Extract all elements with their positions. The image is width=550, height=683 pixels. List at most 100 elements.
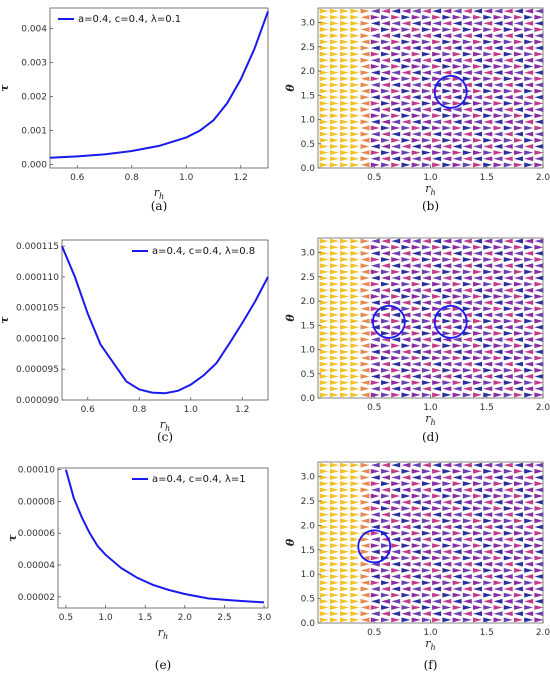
y-axis-label: θ — [284, 314, 297, 322]
panel-caption: (f) — [424, 658, 438, 672]
panel-c: a=0.4, c=0.4, λ=0.8 0.6 0.8 1.0 1.2 0.000090 0… — [0, 239, 269, 444]
plot-frame — [317, 7, 544, 169]
plot-frame — [49, 7, 269, 169]
y-tick-label: 1.0 — [301, 346, 316, 356]
y-tick-label: 0.004 — [21, 24, 47, 34]
x-tick-label: 1.2 — [234, 173, 248, 183]
y-tick-label: 0.5 — [301, 370, 315, 380]
x-tick-label: 2.0 — [536, 628, 550, 638]
y-tick-label: 0.5 — [301, 595, 315, 605]
y-tick-label: 1.5 — [301, 321, 315, 331]
panel-caption: (d) — [422, 430, 439, 444]
y-axis-label: θ — [284, 84, 297, 92]
x-tick-label: 2.0 — [178, 613, 193, 623]
x-axis-label: rh — [425, 182, 435, 197]
y-axis-label: τ — [0, 316, 11, 324]
y-tick-label: 0.5 — [301, 140, 315, 150]
y-axis-label: θ — [284, 538, 297, 546]
y-tick-label: 0.0 — [301, 164, 316, 174]
x-tick-label: 1.0 — [423, 173, 438, 183]
y-tick-label: 0.000105 — [16, 304, 59, 314]
series-line — [61, 245, 269, 395]
zero-point-circle — [357, 529, 392, 564]
x-tick-label: 0.5 — [367, 173, 381, 183]
x-tick-label: 0.5 — [367, 403, 381, 413]
panel-a: a=0.4, c=0.4, λ=0.1 0.6 0.8 1.0 1.2 0.000 0.00… — [0, 7, 269, 213]
plot-frame — [61, 239, 269, 401]
y-tick-label: 1.0 — [301, 570, 316, 580]
zero-point-circle — [433, 304, 468, 339]
y-tick-label: 0.000090 — [16, 396, 59, 406]
x-tick-label: 3.0 — [257, 613, 272, 623]
x-tick-label: 0.8 — [125, 173, 140, 183]
y-tick-label: 0.000095 — [16, 365, 59, 375]
y-tick-label: 0.00010 — [18, 466, 55, 476]
x-tick-label: 1.5 — [480, 628, 494, 638]
plot-frame — [317, 461, 544, 624]
x-axis-label: rh — [425, 637, 435, 652]
x-tick-label: 1.0 — [423, 628, 438, 638]
y-tick-label: 2.0 — [301, 297, 316, 307]
vector-field — [319, 238, 544, 398]
y-tick-label: 0.003 — [21, 58, 47, 68]
x-axis-label: rh — [154, 186, 164, 201]
zero-point-circle — [371, 304, 406, 339]
x-tick-label: 1.0 — [179, 173, 194, 183]
x-tick-label: 0.5 — [59, 613, 73, 623]
legend-label: a=0.4, c=0.4, λ=1 — [152, 474, 246, 485]
x-axis-label: rh — [425, 412, 435, 427]
y-tick-label: 0.000110 — [16, 273, 59, 283]
y-tick-label: 0.001 — [21, 127, 47, 137]
x-tick-label: 0.5 — [367, 628, 381, 638]
panel-caption: (b) — [422, 199, 439, 213]
x-tick-label: 2.5 — [217, 613, 231, 623]
y-tick-label: 2.0 — [301, 67, 316, 77]
y-tick-label: 0.000115 — [16, 242, 59, 252]
y-tick-label: 1.5 — [301, 546, 315, 556]
y-tick-label: 1.5 — [301, 91, 315, 101]
y-tick-label: 2.5 — [301, 43, 315, 53]
y-tick-label: 3.0 — [301, 249, 316, 259]
x-tick-label: 1.5 — [480, 173, 494, 183]
y-tick-label: 0.00004 — [18, 561, 55, 571]
series-line — [64, 469, 265, 604]
x-tick-label: 0.6 — [81, 405, 96, 415]
y-tick-label: 0.000100 — [16, 334, 59, 344]
panel-caption: (c) — [157, 430, 173, 444]
x-tick-label: 1.2 — [235, 405, 249, 415]
y-tick-label: 3.0 — [301, 473, 316, 483]
x-tick-label: 1.5 — [480, 403, 494, 413]
x-axis-label: rh — [160, 418, 170, 433]
panel-e: a=0.4, c=0.4, λ=1 0.5 1.0 1.5 2.0 2.5 3.0 0.000… — [6, 466, 271, 672]
plot-frame — [317, 237, 544, 399]
x-tick-label: 0.8 — [132, 405, 147, 415]
panel-b: 0.5 1.0 1.5 2.0 0.0 0.5 1.0 1.5 2.0 2.5 3.0 rh θ (b) — [284, 7, 550, 213]
x-tick-label: 2.0 — [536, 403, 550, 413]
legend-label: a=0.4, c=0.4, λ=0.8 — [152, 246, 255, 257]
y-tick-label: 0.00006 — [18, 529, 55, 539]
y-axis-label: τ — [6, 534, 19, 542]
x-axis-label: rh — [158, 626, 168, 641]
panel-caption: (a) — [151, 199, 168, 213]
y-tick-label: 0.002 — [21, 93, 47, 103]
panel-f: 0.5 1.0 1.5 2.0 0.0 0.5 1.0 1.5 2.0 2.5 3.0 rh θ (f) — [284, 461, 550, 672]
x-tick-label: 0.6 — [70, 173, 85, 183]
y-tick-label: 2.0 — [301, 521, 316, 531]
zero-point-circle — [433, 74, 468, 109]
vector-field — [319, 8, 544, 168]
plot-frame — [57, 467, 269, 609]
legend-label: a=0.4, c=0.4, λ=0.1 — [78, 14, 181, 25]
y-tick-label: 2.5 — [301, 273, 315, 283]
series-line — [49, 11, 269, 159]
x-tick-label: 1.0 — [98, 613, 113, 623]
y-tick-label: 0.0 — [301, 619, 316, 629]
y-tick-label: 0.00008 — [18, 497, 55, 507]
y-tick-label: 2.5 — [301, 497, 315, 507]
vector-field — [319, 462, 544, 623]
panel-caption: (e) — [155, 658, 171, 672]
x-tick-label: 1.0 — [423, 403, 438, 413]
y-axis-label: τ — [0, 84, 11, 92]
panel-d: 0.5 1.0 1.5 2.0 0.0 0.5 1.0 1.5 2.0 2.5 3.0 rh θ (d) — [284, 237, 550, 444]
x-tick-label: 1.0 — [184, 405, 199, 415]
